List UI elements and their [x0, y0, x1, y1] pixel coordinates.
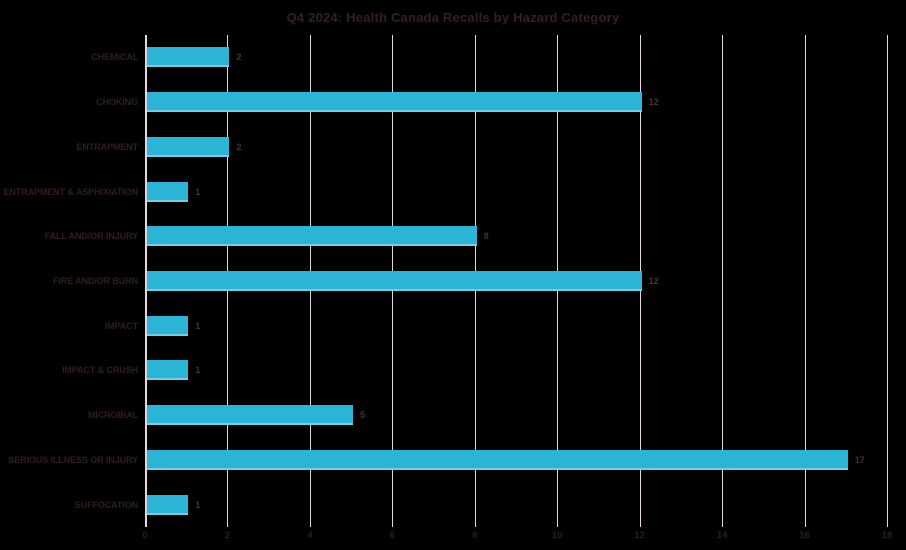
bar-row: 5: [147, 393, 887, 438]
bar-row: 1: [147, 482, 887, 527]
bar: [147, 360, 189, 381]
value-label: 1: [195, 320, 201, 331]
gridline: [887, 35, 888, 527]
bar-row: 1: [147, 348, 887, 393]
x-tick-label: 4: [307, 530, 313, 541]
gridline: [722, 35, 724, 527]
value-label: 5: [360, 410, 366, 421]
y-axis-line: [145, 35, 147, 527]
bar-row: 2: [147, 124, 887, 169]
category-label: FIRE AND/OR BURN: [52, 275, 138, 286]
category-label: FALL AND/OR INJURY: [44, 231, 138, 242]
value-label: 1: [195, 499, 201, 510]
category-label: SERIOUS ILLNESS OR INJURY: [8, 454, 138, 465]
x-tick-label: 14: [716, 530, 728, 541]
bar: [147, 47, 230, 68]
x-tick-label: 10: [551, 530, 563, 541]
category-label: IMPACT & CRUSH: [62, 365, 138, 376]
bar-row: 8: [147, 214, 887, 259]
value-label: 17: [854, 454, 865, 465]
bar: [147, 405, 354, 426]
bar-row: 1: [147, 303, 887, 348]
category-label: IMPACT: [104, 320, 138, 331]
x-tick-label: 18: [881, 530, 893, 541]
bar: [147, 92, 642, 113]
bar: [147, 449, 848, 470]
x-tick-label: 8: [472, 530, 478, 541]
value-label: 2: [236, 52, 242, 63]
category-label: MICROBIAL: [87, 410, 138, 421]
bar-row: 2: [147, 35, 887, 80]
chart-title: Q4 2024: Health Canada Recalls by Hazard…: [286, 10, 620, 25]
bar: [147, 315, 189, 336]
x-tick-label: 12: [634, 530, 645, 541]
category-label: ENTRAPMENT & ASPHIXIATION: [3, 186, 138, 197]
value-label: 8: [483, 231, 489, 242]
value-label: 1: [195, 186, 201, 197]
bar: [147, 181, 189, 202]
bar: [147, 136, 230, 157]
value-label: 2: [236, 141, 242, 152]
x-tick-label: 6: [389, 530, 395, 541]
x-axis-tick-labels: 0 2 4 6 8 10 12 14 16 18: [142, 530, 892, 544]
x-tick-label: 2: [224, 530, 231, 541]
category-label: ENTRAPMENT: [76, 141, 139, 152]
bar-row: 12: [147, 259, 887, 304]
bar: [147, 226, 477, 247]
gridline: [804, 35, 806, 527]
x-tick-label: 0: [142, 530, 148, 541]
bar-row: 17: [147, 438, 887, 483]
bar: [147, 494, 189, 515]
category-label: SUFFOCATION: [74, 499, 138, 510]
value-label: 1: [195, 365, 201, 376]
y-axis-labels: CHEMICAL CHOKING ENTRAPMENT ENTRAPMENT & AS…: [0, 35, 138, 527]
x-tick-label: 16: [799, 530, 810, 541]
bar-row: 1: [147, 169, 887, 214]
category-label: CHEMICAL: [91, 52, 138, 63]
category-label: CHOKING: [96, 97, 138, 108]
value-label: 12: [648, 275, 659, 286]
plot-area: 2 12 2 1 8 12 1 1 5 17 1: [145, 35, 888, 527]
bar-row: 12: [147, 80, 887, 125]
bar: [147, 270, 642, 291]
value-label: 12: [648, 97, 659, 108]
